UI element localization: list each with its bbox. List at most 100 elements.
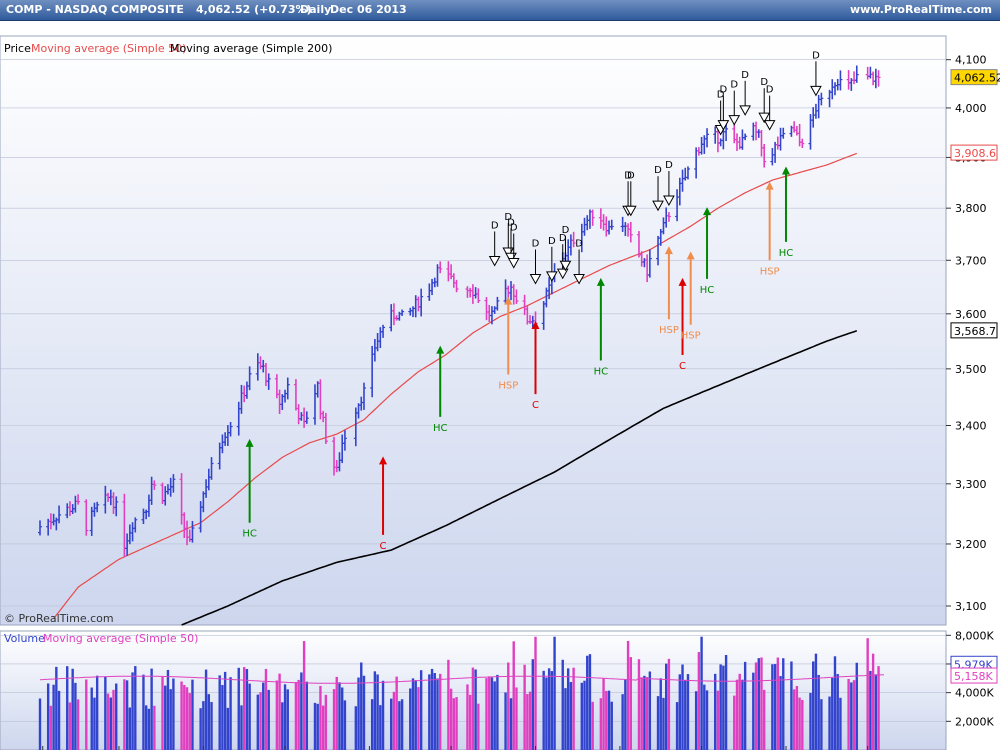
volume-bar	[684, 679, 687, 750]
last-price-label-box	[950, 69, 998, 86]
volume-bar	[128, 707, 132, 750]
signal-label: C	[380, 541, 387, 552]
volume-bar	[373, 671, 377, 750]
d-marker-label: D	[720, 85, 728, 96]
volume-bar	[262, 682, 265, 750]
signal-label: HSP	[681, 331, 701, 342]
volume-bar	[74, 682, 77, 750]
volume-bar	[452, 698, 456, 750]
volume-bar	[93, 697, 96, 750]
volume-bar	[531, 659, 534, 750]
volume-bar	[354, 706, 358, 750]
volume-bar	[297, 679, 300, 750]
d-marker-label: D	[717, 90, 725, 101]
volume-bar	[71, 668, 74, 750]
volume-bar	[839, 697, 842, 750]
volume-bar	[455, 697, 458, 750]
d-marker-head	[663, 195, 675, 207]
volume-bar	[335, 676, 338, 750]
volume-bar	[199, 708, 202, 750]
d-marker-label: D	[575, 239, 583, 250]
volume-ma-label: 5,158K	[954, 670, 993, 683]
volume-bar	[733, 695, 736, 750]
volume-bar	[624, 679, 627, 750]
volume-bar	[795, 685, 799, 750]
volume-bar	[109, 697, 112, 750]
volume-bar	[580, 682, 583, 750]
volume-bar	[300, 672, 303, 750]
volume-bar	[370, 699, 374, 750]
volume-bar	[752, 672, 755, 750]
signal-label: HSP	[760, 266, 780, 277]
d-marker-head	[739, 105, 751, 116]
d-marker-label: D	[510, 223, 518, 234]
signal-arrow-head	[765, 181, 774, 190]
volume-bar	[275, 680, 279, 750]
price-tick-label: 3,100	[955, 600, 987, 613]
volume-bar	[572, 667, 575, 750]
volume-bar	[202, 701, 205, 750]
d-marker-label: D	[730, 80, 738, 91]
volume-bar	[468, 694, 472, 750]
volume-bar	[267, 689, 270, 750]
volume-ma-line	[39, 674, 885, 684]
volume-bar	[106, 693, 110, 750]
site-link[interactable]: www.ProRealTime.com	[849, 3, 992, 16]
volume-bar	[716, 690, 720, 750]
volume-bar	[583, 680, 586, 750]
legend-volume-ma: Moving average (Simple 50)	[43, 632, 198, 645]
d-marker-head	[810, 85, 822, 97]
volume-bar	[637, 659, 641, 750]
title-bar: COMP - NASDAQ COMPOSITE 4,062.52 (+0.73%…	[0, 0, 1000, 21]
volume-bar	[411, 678, 415, 750]
d-marker-head	[624, 205, 637, 217]
volume-bar	[439, 673, 442, 750]
volume-bar	[131, 672, 134, 750]
volume-bar	[142, 674, 145, 750]
volume-bar	[763, 689, 766, 750]
volume-bar	[629, 657, 632, 750]
volume-bar	[871, 653, 875, 750]
volume-bar	[414, 680, 417, 750]
volume-bar	[161, 676, 164, 750]
d-marker-head	[507, 258, 520, 269]
volume-bar	[85, 679, 88, 750]
legend-ma50: Moving average (Simple 50)	[31, 42, 186, 55]
volume-bar	[324, 694, 328, 750]
volume-bar	[38, 698, 42, 750]
volume-bar	[566, 668, 570, 750]
volume-bar	[852, 680, 856, 750]
price-tick-label: 3,200	[955, 538, 987, 551]
volume-bar	[185, 687, 189, 750]
volume-bar	[812, 661, 815, 750]
volume-bar	[776, 657, 780, 750]
volume-bar	[877, 666, 880, 750]
volume-bar	[724, 655, 728, 750]
volume-bar	[166, 669, 170, 750]
signal-label: HC	[779, 248, 794, 259]
volume-bar	[180, 681, 183, 750]
volume-bar	[836, 674, 839, 750]
volume-bar	[874, 674, 878, 750]
volume-bar	[496, 674, 499, 750]
d-marker-label: D	[532, 239, 540, 250]
volume-bar	[743, 661, 747, 750]
volume-bar	[259, 692, 262, 750]
d-marker-head	[763, 120, 776, 131]
volume-bar	[542, 670, 545, 750]
volume-bar	[814, 653, 818, 750]
volume-bar	[164, 685, 167, 750]
volume-bar	[153, 705, 156, 750]
volume-bar	[281, 702, 284, 750]
volume-bar	[523, 664, 526, 750]
d-marker-label: D	[491, 220, 499, 231]
volume-bar	[694, 691, 698, 750]
volume-bar	[561, 659, 564, 750]
price-tick-label: 3,400	[955, 419, 987, 432]
signal-arrow-head	[504, 296, 513, 305]
volume-bar	[147, 708, 151, 750]
volume-bar	[57, 690, 61, 750]
volume-bar	[648, 671, 652, 750]
volume-bar	[782, 658, 785, 750]
